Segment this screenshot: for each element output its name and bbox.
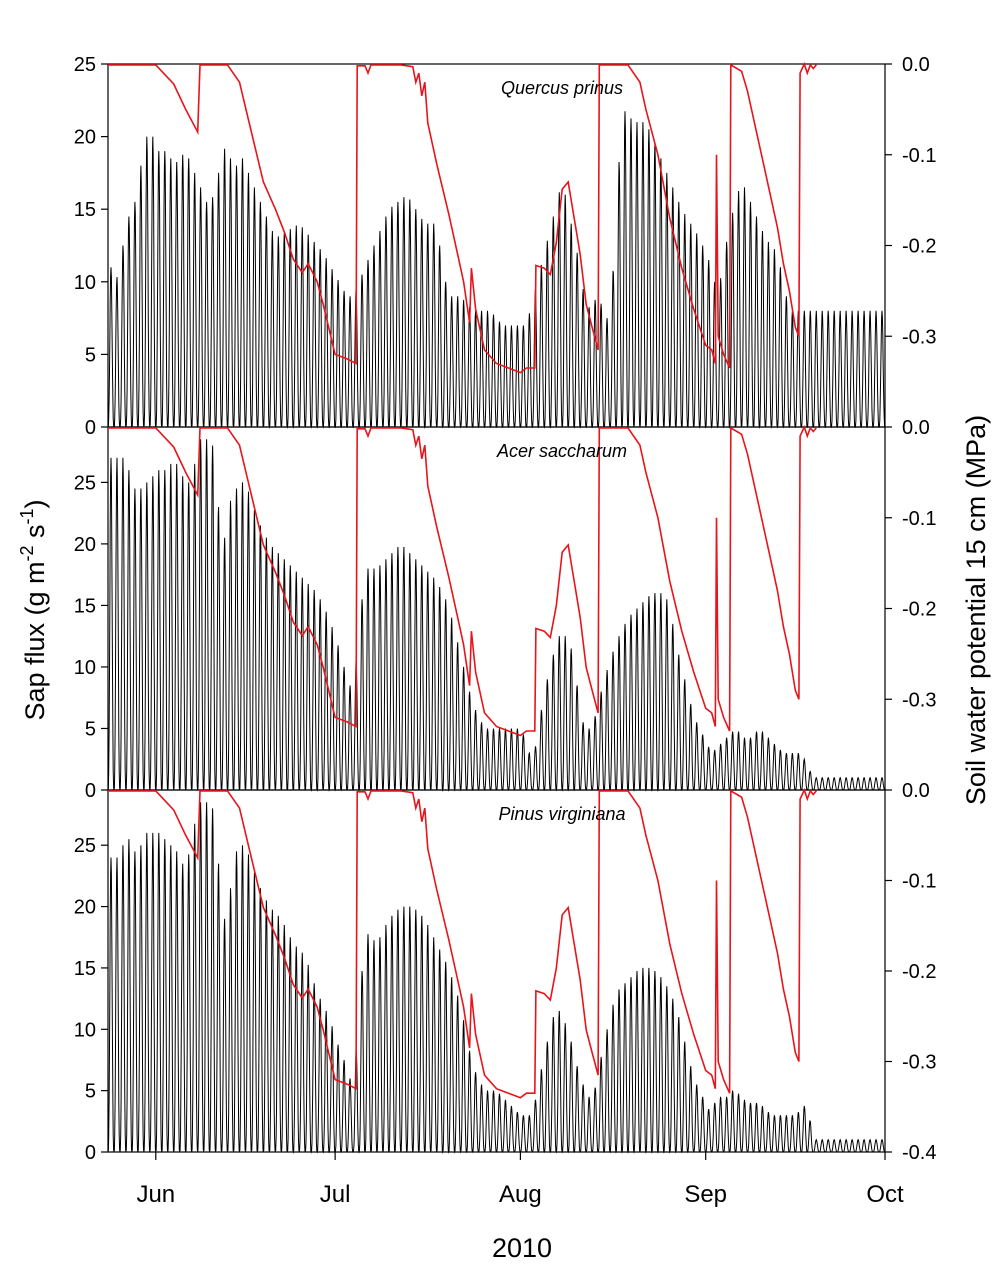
left-axis-title-end: ) xyxy=(20,499,50,508)
right-y-tick-label: -0.3 xyxy=(902,1052,936,1074)
panel: 0 5 10 15 20 25 -0.3 -0.2 -0.1 0.0 Acer saccharum xyxy=(74,417,937,802)
right-y-tick-label: -0.2 xyxy=(902,599,936,621)
left-y-tick-label: 10 xyxy=(74,1019,96,1041)
soil-water-potential-series xyxy=(108,61,817,374)
left-y-tick-label: 0 xyxy=(85,1142,96,1164)
left-y-tick-label: 20 xyxy=(74,534,96,556)
sap-flux-series xyxy=(107,439,886,792)
left-axis-title: Sap flux (g m-2 s-1) xyxy=(17,499,50,720)
left-y-tick-label: 20 xyxy=(74,897,96,919)
x-tick-label: Jul xyxy=(320,1181,351,1208)
x-axis-title: 2010 xyxy=(492,1233,552,1263)
right-y-tick-label: -0.3 xyxy=(902,689,936,711)
sap-flux-series xyxy=(107,111,886,429)
left-y-tick-label: 0 xyxy=(85,780,96,802)
right-y-tick-label: 0.0 xyxy=(902,780,930,802)
panel-title: Pinus virginiana xyxy=(498,804,625,824)
right-y-tick-label: -0.4 xyxy=(902,1142,936,1164)
plot-frame xyxy=(107,426,886,791)
right-axis-title: Soil water potential 15 cm (MPa) xyxy=(961,415,991,805)
left-y-tick-label: 5 xyxy=(85,344,96,366)
right-y-tick-label: -0.1 xyxy=(902,871,936,893)
left-axis-title-exp1: -2 xyxy=(17,545,37,561)
left-y-tick-label: 5 xyxy=(85,1081,96,1103)
left-axis-title-exp2: -1 xyxy=(17,508,37,524)
left-y-tick-label: 10 xyxy=(74,272,96,294)
right-y-tick-label: -0.3 xyxy=(902,326,936,348)
left-y-tick-label: 20 xyxy=(74,127,96,149)
sap-flux-series xyxy=(107,802,886,1154)
right-y-tick-label: -0.2 xyxy=(902,236,936,258)
x-axis: Jun Jul Aug Sep Oct xyxy=(136,1152,904,1208)
x-tick-label: Sep xyxy=(684,1181,727,1208)
left-y-tick-label: 25 xyxy=(74,472,96,494)
right-y-tick-label: 0.0 xyxy=(902,417,930,439)
left-y-tick-label: 15 xyxy=(74,958,96,980)
panel: 0 5 10 15 20 25 -0.4 -0.3 -0.2 -0.1 0.0 Pinus virgi… xyxy=(74,780,937,1164)
left-y-tick-label: 25 xyxy=(74,54,96,76)
left-y-tick-label: 15 xyxy=(74,595,96,617)
left-y-tick-label: 25 xyxy=(74,835,96,857)
x-tick-label: Jun xyxy=(136,1181,175,1208)
left-axis-title-mid: s xyxy=(20,524,50,545)
left-y-tick-label: 0 xyxy=(85,417,96,439)
left-y-tick-label: 5 xyxy=(85,718,96,740)
panel-title: Acer saccharum xyxy=(496,441,627,461)
soil-water-potential-series xyxy=(108,787,817,1099)
right-y-tick-label: 0.0 xyxy=(902,54,930,76)
left-y-tick-label: 10 xyxy=(74,657,96,679)
right-y-tick-label: -0.1 xyxy=(902,508,936,530)
soil-water-potential-series xyxy=(108,424,817,737)
left-axis-title-main: Sap flux (g m xyxy=(20,561,50,720)
panel-title: Quercus prinus xyxy=(501,78,623,98)
left-y-tick-label: 15 xyxy=(74,199,96,221)
plot-frame xyxy=(107,789,886,1153)
right-y-tick-label: -0.2 xyxy=(902,961,936,983)
x-tick-label: Oct xyxy=(866,1181,904,1208)
x-tick-label: Aug xyxy=(499,1181,542,1208)
right-y-tick-label: -0.1 xyxy=(902,145,936,167)
panel: 0 5 10 15 20 25 -0.3 -0.2 -0.1 0.0 Quercus prinus xyxy=(74,54,937,439)
